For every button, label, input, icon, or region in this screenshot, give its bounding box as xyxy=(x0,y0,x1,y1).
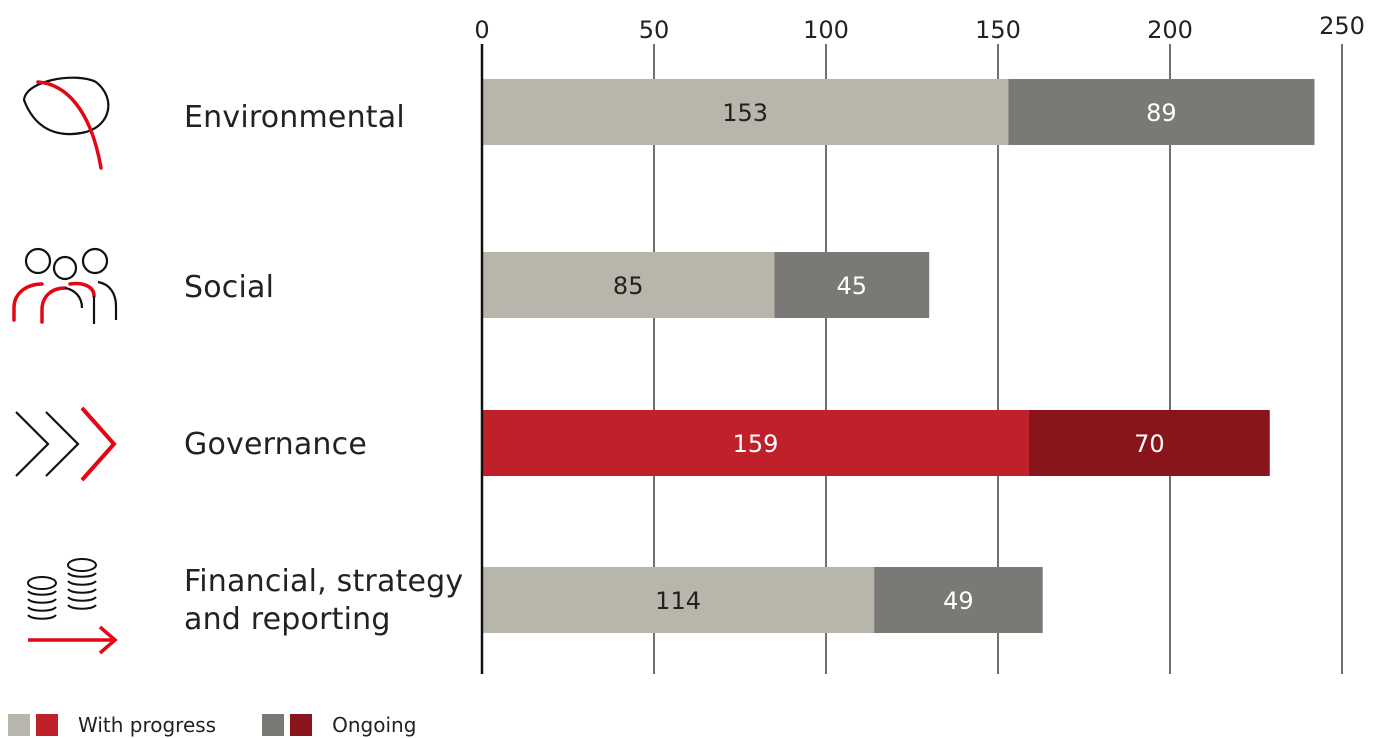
data-label-2-0: 159 xyxy=(733,430,779,458)
data-label-0-0: 153 xyxy=(722,99,768,127)
data-label-3-0: 114 xyxy=(655,587,701,615)
legend-swatch-progress-highlight xyxy=(36,714,58,736)
x-tick-label-100: 100 xyxy=(803,16,849,44)
bar-2-with-progress xyxy=(482,410,1029,476)
coins-arrow-icon xyxy=(27,558,118,655)
data-label-1-1: 45 xyxy=(837,272,868,300)
legend-label-ongoing: Ongoing xyxy=(332,713,417,737)
legend-swatch-ongoing-highlight xyxy=(290,714,313,736)
x-tick-label-50: 50 xyxy=(639,16,670,44)
legend-swatch-progress xyxy=(8,714,30,736)
legend: With progress Ongoing xyxy=(8,712,416,738)
people-icon xyxy=(12,247,118,324)
bar-2-ongoing xyxy=(1028,410,1270,476)
bar-3-with-progress xyxy=(482,567,875,633)
category-label-governance: Governance xyxy=(184,427,367,462)
stacked-bar-chart: 0 50 100 150 200 250 153 89 85 45 159 70 114 49 xyxy=(474,12,1365,674)
x-tick-label-200: 200 xyxy=(1147,16,1193,44)
data-label-3-1: 49 xyxy=(943,587,974,615)
chevrons-icon xyxy=(15,406,117,482)
legend-item-ongoing: Ongoing xyxy=(262,713,416,737)
data-label-2-1: 70 xyxy=(1134,430,1165,458)
legend-label-with-progress: With progress xyxy=(78,713,217,737)
legend-swatch-ongoing xyxy=(262,714,285,736)
x-tick-label-250: 250 xyxy=(1319,12,1365,40)
legend-item-with-progress: With progress xyxy=(8,713,216,737)
bar-0-with-progress xyxy=(482,79,1009,145)
x-tick-label-0: 0 xyxy=(474,16,489,44)
category-label-social: Social xyxy=(184,270,275,305)
bar-1-ongoing xyxy=(774,252,930,318)
bar-0-ongoing xyxy=(1008,79,1315,145)
data-label-0-1: 89 xyxy=(1146,99,1177,127)
category-label-environmental: Environmental xyxy=(184,100,405,135)
category-label-financial: Financial, strategy and reporting xyxy=(184,564,464,637)
leaf-icon xyxy=(22,76,110,170)
bar-1-with-progress xyxy=(482,252,775,318)
data-label-1-0: 85 xyxy=(613,272,644,300)
x-tick-label-150: 150 xyxy=(975,16,1021,44)
bar-3-ongoing xyxy=(874,567,1043,633)
